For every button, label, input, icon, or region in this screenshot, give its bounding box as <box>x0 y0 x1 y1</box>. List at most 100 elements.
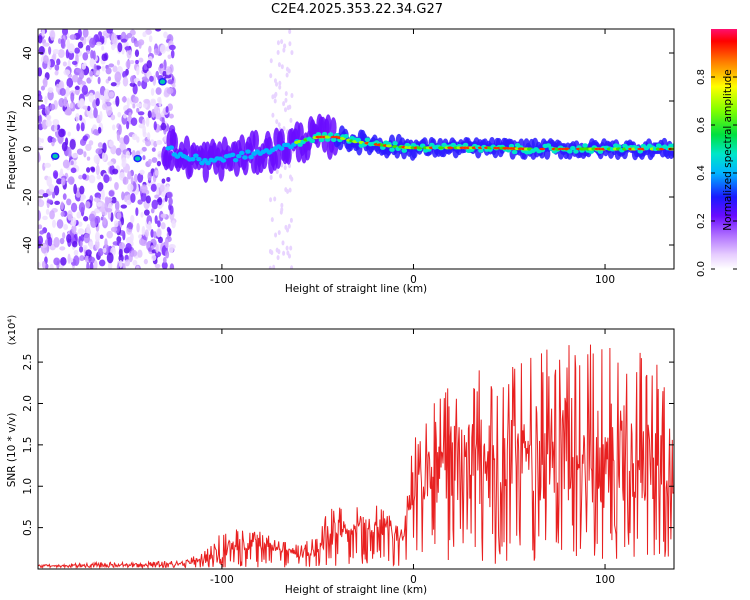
noise-blob <box>70 92 75 103</box>
ridge-mid <box>671 143 674 148</box>
noise-blob <box>135 265 140 269</box>
noise-blob <box>277 122 281 128</box>
noise-blob <box>60 201 64 210</box>
noise-blob <box>121 157 127 167</box>
noise-blob <box>278 80 282 86</box>
noise-blob <box>69 34 77 40</box>
noise-blob <box>123 134 130 145</box>
noise-blob <box>282 101 286 107</box>
noise-blob <box>44 106 51 116</box>
noise-blob <box>142 31 147 38</box>
noise-blob <box>121 263 126 269</box>
noise-blob <box>289 245 293 251</box>
noise-blob <box>127 171 132 180</box>
noise-blob <box>147 110 152 119</box>
snr-x-tick-label: 100 <box>595 574 615 586</box>
spectral-peak-blob <box>50 152 60 160</box>
noise-blob <box>129 82 136 87</box>
snr-y-tick-label: 0.5 <box>22 519 34 536</box>
noise-blob <box>88 256 96 264</box>
noise-blob <box>121 216 125 226</box>
noise-blob <box>103 88 111 100</box>
noise-blob <box>122 76 129 87</box>
ridge-mid <box>570 145 576 151</box>
noise-blob <box>141 225 146 236</box>
noise-blob <box>85 201 91 209</box>
noise-blob <box>99 94 104 101</box>
noise-blob <box>286 189 290 195</box>
noise-blob <box>96 174 101 180</box>
noise-blob <box>60 211 65 217</box>
noise-blob <box>277 62 281 68</box>
noise-blob <box>286 105 290 111</box>
noise-blob <box>127 221 134 230</box>
noise-blob <box>133 173 138 183</box>
noise-blob <box>164 74 172 79</box>
noise-blob <box>47 87 54 94</box>
noise-blob <box>110 145 117 155</box>
noise-blob <box>97 76 101 85</box>
ridge-mid <box>220 158 227 163</box>
noise-blob <box>90 167 96 173</box>
ridge-outer <box>183 135 191 156</box>
colorbar-tick-label: 0.4 <box>696 165 707 181</box>
noise-blob <box>38 195 42 203</box>
noise-blob <box>287 223 291 229</box>
noise-blob <box>88 140 94 146</box>
noise-blob <box>58 81 63 89</box>
noise-blob <box>171 220 176 229</box>
noise-blob <box>71 60 78 65</box>
snr-y-label: SNR (10 * v/v) <box>6 413 18 488</box>
noise-blob <box>168 113 174 119</box>
noise-blob <box>66 38 71 50</box>
ridge-mid <box>193 153 199 158</box>
noise-blob <box>281 240 285 246</box>
ridge-mid <box>343 134 349 139</box>
noise-blob <box>102 142 107 154</box>
ridge-mid <box>248 154 254 160</box>
noise-blob <box>99 35 105 42</box>
ridge-mid <box>355 137 362 143</box>
colorbar: 0.0 0.2 0.4 0.6 0.8 Normalized spectral ampl… <box>696 29 737 277</box>
noise-blob <box>78 174 83 180</box>
noise-blob <box>82 135 88 141</box>
noise-blob <box>82 173 87 180</box>
noise-blob <box>62 61 67 67</box>
noise-blob <box>80 122 85 132</box>
noise-blob <box>156 160 162 167</box>
noise-blob <box>70 216 77 227</box>
snr-y-axis: 0.5 1.0 1.5 2.0 2.5 <box>22 354 674 536</box>
noise-blob <box>146 60 153 69</box>
noise-blob <box>140 212 144 218</box>
noise-blob <box>67 146 72 158</box>
noise-blob <box>95 231 100 243</box>
noise-blob <box>76 148 84 155</box>
noise-blob <box>95 70 101 76</box>
noise-blob <box>137 172 144 183</box>
noise-blob <box>168 44 176 51</box>
noise-blob <box>282 126 286 132</box>
noise-blob <box>142 102 148 109</box>
noise-blob <box>77 221 83 227</box>
noise-blob <box>88 92 95 103</box>
noise-blob <box>67 51 75 61</box>
noise-blob <box>168 203 172 211</box>
snr-frame <box>37 328 675 570</box>
noise-blob <box>102 247 107 254</box>
noise-blob <box>290 50 294 56</box>
noise-blob <box>151 157 158 163</box>
noise-blob <box>86 261 90 269</box>
noise-blob <box>89 262 94 269</box>
noise-blob <box>115 95 120 107</box>
noise-blob <box>111 33 118 45</box>
ridge-mid <box>330 137 337 143</box>
noise-blob <box>278 84 282 90</box>
noise-blob <box>150 229 154 238</box>
noise-blob <box>154 215 158 225</box>
ridge-mid <box>242 155 248 160</box>
noise-blob <box>71 152 79 159</box>
noise-blob <box>67 131 71 137</box>
noise-blob <box>284 91 288 97</box>
noise-blob <box>75 113 80 122</box>
